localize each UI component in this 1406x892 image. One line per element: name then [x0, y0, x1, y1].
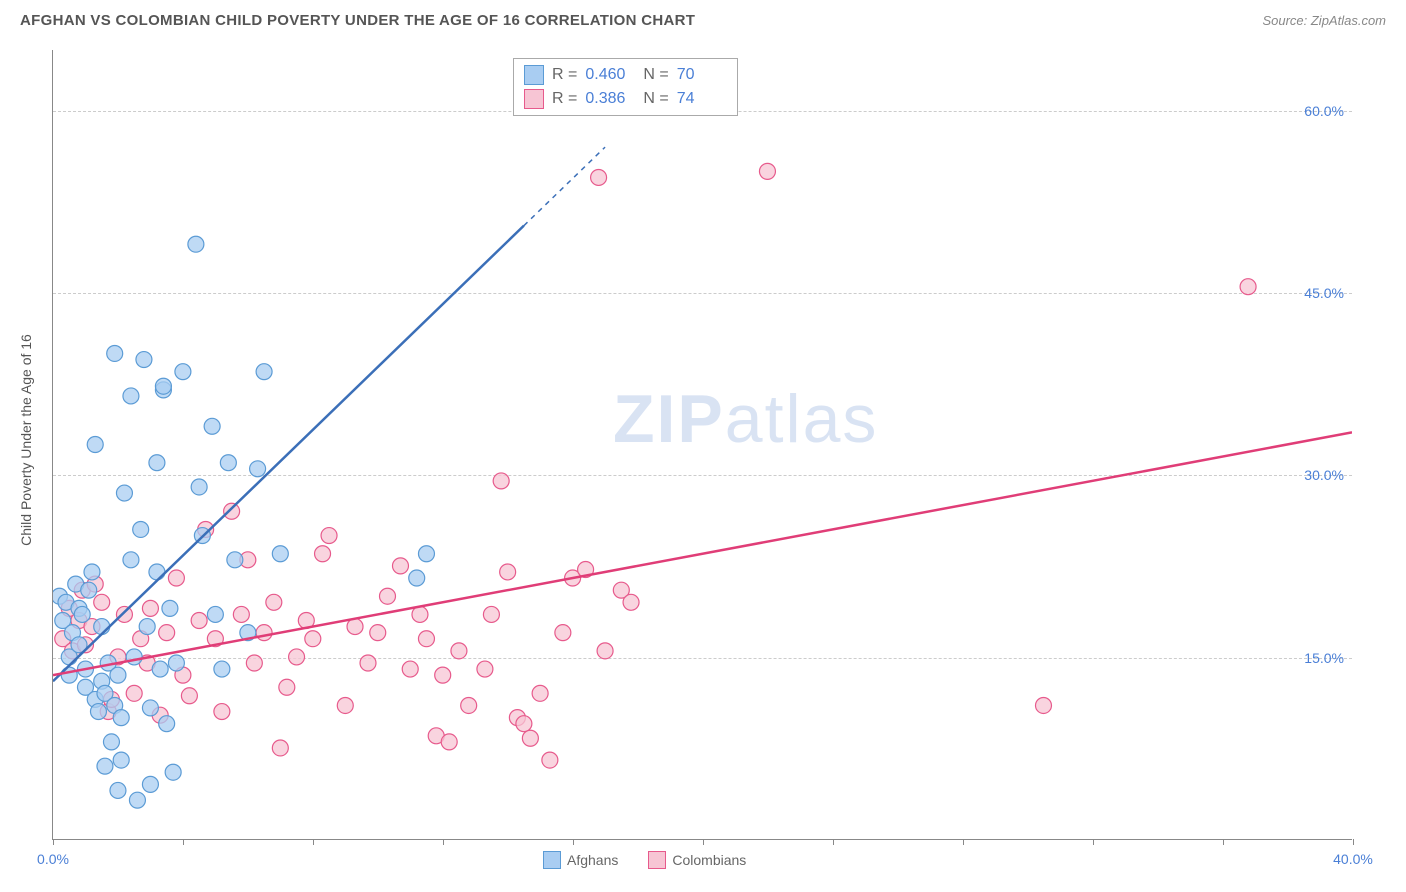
swatch-icon [648, 851, 666, 869]
swatch-icon [524, 65, 544, 85]
r-value: 0.386 [585, 90, 635, 108]
chart-title: AFGHAN VS COLOMBIAN CHILD POVERTY UNDER … [20, 12, 695, 29]
scatter-plot-svg [53, 50, 1352, 839]
x-axis-start-label: 0.0% [37, 851, 69, 867]
legend-label: Afghans [567, 852, 618, 868]
n-value: 74 [677, 90, 727, 108]
swatch-icon [543, 851, 561, 869]
stats-legend-box: R = 0.460 N = 70 R = 0.386 N = 74 [513, 58, 738, 116]
y-axis-label: Child Poverty Under the Age of 16 [18, 334, 34, 546]
stats-row-afghans: R = 0.460 N = 70 [524, 63, 727, 87]
source-attribution: Source: ZipAtlas.com [1262, 13, 1386, 28]
swatch-icon [524, 89, 544, 109]
series-legend: Afghans Colombians [543, 851, 746, 869]
r-value: 0.460 [585, 66, 635, 84]
legend-item-colombians: Colombians [648, 851, 746, 869]
chart-plot-area: ZIPatlas 15.0%30.0%45.0%60.0% R = 0.460 … [52, 50, 1352, 840]
n-value: 70 [677, 66, 727, 84]
stats-row-colombians: R = 0.386 N = 74 [524, 87, 727, 111]
x-axis-end-label: 40.0% [1333, 851, 1373, 867]
legend-label: Colombians [672, 852, 746, 868]
legend-item-afghans: Afghans [543, 851, 618, 869]
